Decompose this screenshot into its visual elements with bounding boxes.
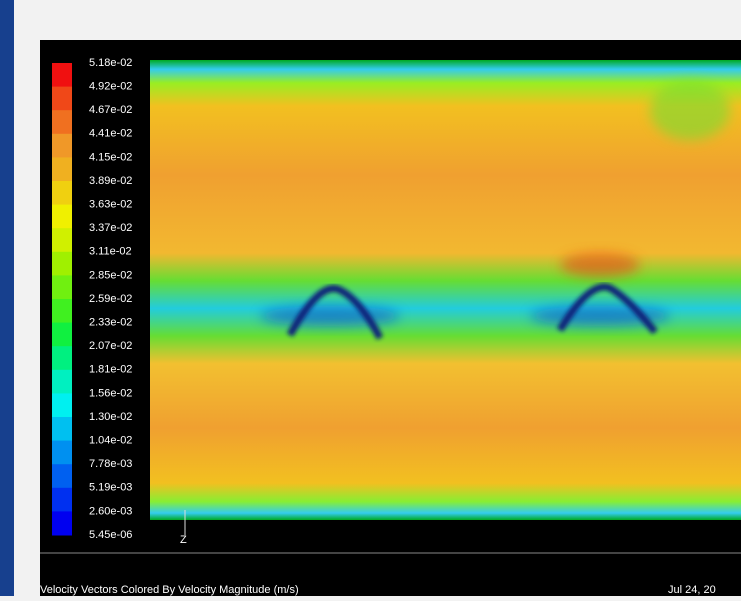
color-swatch xyxy=(52,299,72,323)
color-swatch xyxy=(52,87,72,111)
legend-label: 3.63e-02 xyxy=(89,199,132,211)
color-swatch xyxy=(52,134,72,158)
legend-label: 2.33e-02 xyxy=(89,317,132,329)
legend-label: 5.19e-03 xyxy=(89,482,132,494)
screen: 5.18e-02 4.92e-02 4.67e-02 4.41e-02 4.15e-02… xyxy=(0,0,741,596)
legend-label: 4.92e-02 xyxy=(89,81,132,93)
color-swatch xyxy=(52,393,72,417)
color-swatch xyxy=(52,441,72,465)
color-swatch xyxy=(52,181,72,205)
color-swatch xyxy=(52,275,72,299)
legend-label: 4.15e-02 xyxy=(89,151,132,163)
color-swatch xyxy=(52,228,72,252)
color-swatch xyxy=(52,63,72,87)
legend-label: 2.85e-02 xyxy=(89,269,132,281)
side-bar xyxy=(0,0,14,596)
legend-label: 4.41e-02 xyxy=(89,128,132,140)
color-swatch xyxy=(52,511,72,535)
color-swatch xyxy=(52,464,72,488)
legend: 5.18e-02 4.92e-02 4.67e-02 4.41e-02 4.15e-02… xyxy=(52,57,132,541)
flow-field xyxy=(150,60,741,520)
axis-label: Z xyxy=(180,534,187,546)
legend-label: 1.04e-02 xyxy=(89,435,132,447)
legend-label: 2.60e-03 xyxy=(89,505,132,517)
color-swatch xyxy=(52,346,72,370)
legend-label: 5.18e-02 xyxy=(89,57,132,69)
color-swatch xyxy=(52,323,72,347)
date: Jul 24, 20 xyxy=(668,584,716,596)
legend-label: 1.81e-02 xyxy=(89,364,132,376)
color-swatch xyxy=(52,488,72,512)
color-swatch xyxy=(52,110,72,134)
legend-label: 7.78e-03 xyxy=(89,458,132,470)
legend-label: 4.67e-02 xyxy=(89,104,132,116)
color-swatch xyxy=(52,417,72,441)
legend-label: 3.11e-02 xyxy=(89,246,132,258)
legend-label: 5.45e-06 xyxy=(89,529,132,541)
color-swatch xyxy=(52,157,72,181)
legend-label: 2.59e-02 xyxy=(89,293,132,305)
color-swatch xyxy=(52,370,72,394)
legend-label: 1.30e-02 xyxy=(89,411,132,423)
caption: Velocity Vectors Colored By Velocity Mag… xyxy=(40,584,299,596)
legend-label: 2.07e-02 xyxy=(89,340,132,352)
legend-label: 3.89e-02 xyxy=(89,175,132,187)
legend-label: 3.37e-02 xyxy=(89,222,132,234)
color-swatch xyxy=(52,252,72,276)
color-swatch xyxy=(52,205,72,229)
page: 5.18e-02 4.92e-02 4.67e-02 4.41e-02 4.15e-02… xyxy=(0,0,741,596)
legend-label: 1.56e-02 xyxy=(89,387,132,399)
